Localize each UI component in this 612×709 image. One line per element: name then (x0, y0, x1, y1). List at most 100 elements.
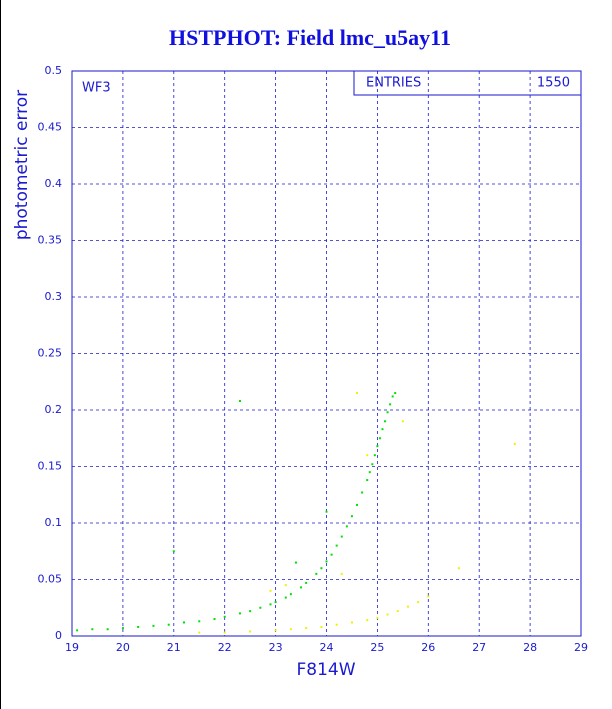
point (284, 584, 287, 587)
point (345, 525, 348, 528)
point (238, 399, 241, 402)
point (320, 625, 323, 628)
point (106, 628, 109, 631)
point (366, 454, 369, 457)
point (325, 560, 328, 563)
y-tick-label: 0.05 (38, 573, 63, 586)
point (417, 601, 420, 604)
point (366, 479, 369, 482)
point (305, 581, 308, 584)
point (305, 627, 308, 630)
point (274, 601, 277, 604)
point (259, 606, 262, 609)
point (137, 625, 140, 628)
x-tick-label: 29 (574, 641, 588, 654)
point (121, 627, 124, 630)
point (366, 619, 369, 622)
point (269, 589, 272, 592)
y-tick-label: 0 (55, 629, 62, 642)
point (320, 567, 323, 570)
point (350, 621, 353, 624)
point (274, 629, 277, 632)
plot-frame (71, 70, 582, 637)
point (182, 621, 185, 624)
point (384, 420, 387, 423)
point (289, 593, 292, 596)
stats-value: 1550 (537, 76, 570, 91)
x-tick-label: 24 (320, 641, 334, 654)
point (335, 623, 338, 626)
point (315, 572, 318, 575)
point (376, 445, 379, 448)
y-axis-label: photometric error (12, 90, 32, 240)
point (350, 515, 353, 518)
y-tick-label: 0.4 (45, 177, 63, 190)
x-tick-label: 21 (167, 641, 181, 654)
point (376, 616, 379, 619)
x-tick-label: 26 (421, 641, 435, 654)
y-tick-label: 0.15 (38, 460, 63, 473)
x-axis-label: F814W (296, 660, 355, 680)
point (91, 628, 94, 631)
point (356, 392, 359, 395)
y-tick-label: 0.5 (45, 64, 63, 77)
y-tick-label: 0.3 (45, 290, 63, 303)
stats-label: ENTRIES (366, 76, 421, 91)
point (389, 403, 392, 406)
point (513, 442, 516, 445)
point (223, 615, 226, 618)
chart-title: HSTPHOT: Field lmc_u5ay11 (169, 25, 451, 50)
x-tick-label: 22 (218, 641, 232, 654)
point (373, 454, 376, 457)
x-tick-label: 20 (116, 641, 130, 654)
point (249, 610, 252, 613)
point (76, 629, 79, 632)
point (396, 610, 399, 613)
point (238, 612, 241, 615)
point (167, 623, 170, 626)
point (406, 605, 409, 608)
x-tick-label: 25 (370, 641, 384, 654)
point (152, 624, 155, 627)
point (371, 463, 374, 466)
point (284, 596, 287, 599)
point (401, 420, 404, 423)
point (386, 411, 389, 414)
point (457, 567, 460, 570)
point (335, 544, 338, 547)
y-tick-label: 0.2 (45, 403, 63, 416)
point (294, 561, 297, 564)
point (368, 471, 371, 474)
point (249, 630, 252, 633)
point (289, 628, 292, 631)
x-tick-label: 23 (269, 641, 283, 654)
y-tick-label: 0.1 (45, 516, 63, 529)
point (223, 631, 226, 634)
x-tick-label: 28 (523, 641, 537, 654)
point (381, 428, 384, 431)
point (172, 550, 175, 553)
point (300, 586, 303, 589)
point (330, 553, 333, 556)
point (394, 392, 397, 395)
y-tick-label: 0.45 (38, 121, 63, 134)
point (361, 491, 364, 494)
y-tick-label: 0.25 (38, 347, 63, 360)
y-tick-label: 0.35 (38, 234, 63, 247)
point (391, 395, 394, 398)
point (356, 503, 359, 506)
x-tick-label: 27 (472, 641, 486, 654)
point (325, 510, 328, 513)
point (198, 631, 201, 634)
point (340, 572, 343, 575)
point (340, 535, 343, 538)
point (386, 613, 389, 616)
point (427, 595, 430, 598)
point (269, 603, 272, 606)
x-tick-label: 19 (65, 641, 79, 654)
point (198, 620, 201, 623)
annotation: WF3 (82, 81, 111, 96)
point (378, 437, 381, 440)
point (213, 618, 216, 621)
